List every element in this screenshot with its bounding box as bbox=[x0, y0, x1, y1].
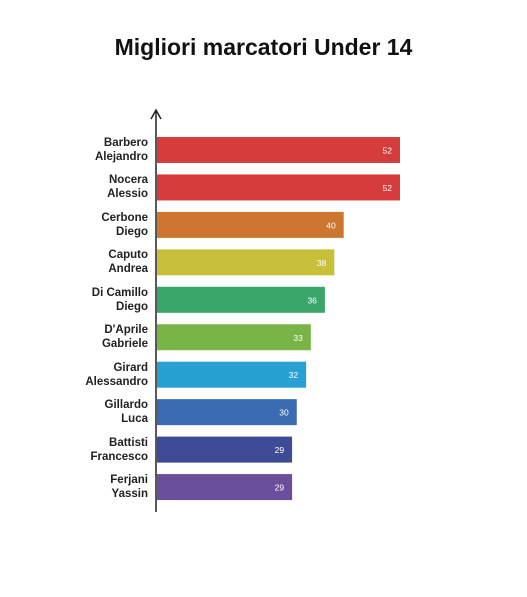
bar bbox=[157, 286, 325, 313]
category-label: Barbero Alejandro bbox=[94, 137, 148, 163]
category-label: Battisti Francesco bbox=[90, 436, 148, 463]
category-label: Gillardo Luca bbox=[104, 399, 148, 426]
category-label: Cerbone Diego bbox=[101, 211, 148, 238]
bar bbox=[157, 249, 335, 276]
bar bbox=[157, 324, 311, 351]
category-label: Nocera Alessio bbox=[107, 174, 148, 201]
value-label: 52 bbox=[383, 146, 393, 156]
chart-title: Migliori marcatori Under 14 bbox=[114, 34, 413, 60]
category-label: Di Camillo Diego bbox=[91, 286, 148, 313]
value-label: 36 bbox=[307, 295, 317, 305]
value-label: 29 bbox=[275, 483, 285, 493]
bar bbox=[157, 174, 400, 201]
value-label: 52 bbox=[383, 183, 393, 193]
category-label: Girard Alessandro bbox=[85, 361, 148, 388]
value-label: 33 bbox=[293, 333, 303, 343]
axis-arrow bbox=[150, 108, 162, 120]
value-label: 30 bbox=[279, 408, 289, 418]
category-label: D'Aprile Gabriele bbox=[101, 324, 148, 351]
value-label: 40 bbox=[326, 220, 336, 230]
value-label: 29 bbox=[275, 445, 285, 455]
bar bbox=[157, 211, 344, 238]
category-label: Caputo Andrea bbox=[108, 249, 148, 276]
bar bbox=[157, 361, 307, 388]
bar bbox=[157, 474, 293, 501]
bar bbox=[157, 436, 293, 463]
bar bbox=[157, 137, 400, 163]
bar bbox=[157, 399, 297, 426]
value-label: 38 bbox=[317, 258, 327, 268]
value-label: 32 bbox=[289, 370, 299, 380]
category-label: Ferjani Yassin bbox=[110, 474, 148, 501]
